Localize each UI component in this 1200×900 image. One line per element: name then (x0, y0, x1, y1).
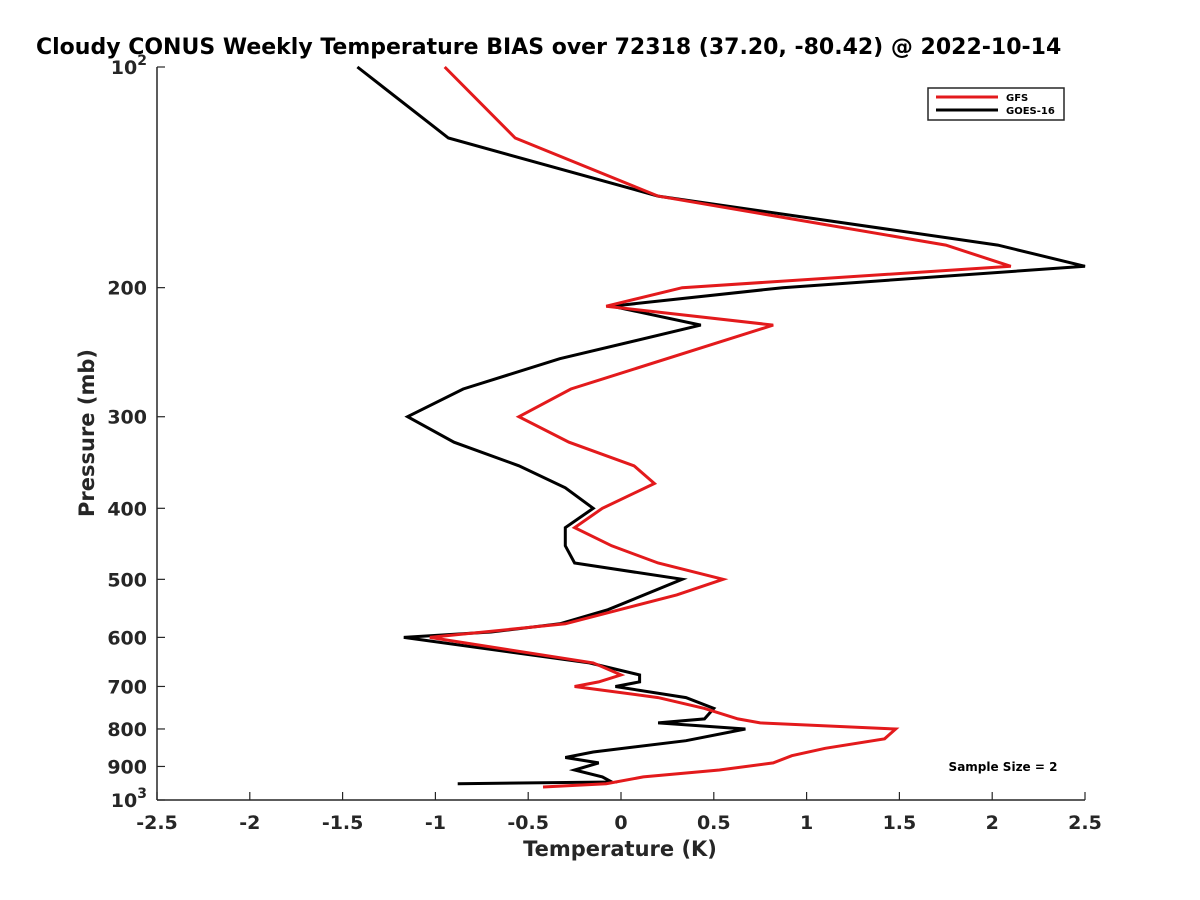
chart-title: Cloudy CONUS Weekly Temperature BIAS ove… (36, 35, 1061, 60)
x-tick-label: 1 (800, 812, 813, 834)
x-tick-label: 2 (986, 812, 999, 834)
legend-label-gfs: GFS (1006, 93, 1028, 104)
x-tick-label: 0 (614, 812, 627, 834)
y-tick-label: 700 (107, 676, 147, 698)
y-tick-label: 200 (107, 278, 147, 300)
x-axis-label: Temperature (K) (523, 837, 717, 861)
x-tick-label: -1.5 (322, 812, 364, 834)
y-tick-label: 400 (107, 498, 147, 520)
x-tick-label: 0.5 (697, 812, 731, 834)
y-tick-label: 800 (107, 719, 147, 741)
sample-size-annotation: Sample Size = 2 (949, 760, 1058, 774)
series-line-goes-16 (357, 67, 1085, 784)
series-layer (357, 67, 1085, 787)
x-tick-label: 1.5 (883, 812, 917, 834)
x-tick-label: -2.5 (136, 812, 178, 834)
y-tick-label: 900 (107, 756, 147, 778)
x-tick-label: -1 (425, 812, 446, 834)
legend-label-goes-16: GOES-16 (1006, 106, 1055, 117)
y-tick-label: 600 (107, 627, 147, 649)
y-tick-label: 102 (111, 53, 147, 79)
axes: -2.5 -2 -1.5 -1 -0.5 0 0.5 1 1.5 2 2.5 102 200 300 400… (107, 53, 1102, 834)
x-tick-label: 2.5 (1068, 812, 1102, 834)
y-axis-label: Pressure (mb) (75, 349, 99, 517)
y-tick-label: 103 (111, 786, 147, 812)
x-tick-label: -2 (239, 812, 260, 834)
x-tick-label: -0.5 (507, 812, 549, 834)
series-line-gfs (430, 67, 1011, 787)
y-tick-label: 500 (107, 569, 147, 591)
y-tick-label: 300 (107, 407, 147, 429)
legend: GFS GOES-16 (928, 88, 1064, 120)
